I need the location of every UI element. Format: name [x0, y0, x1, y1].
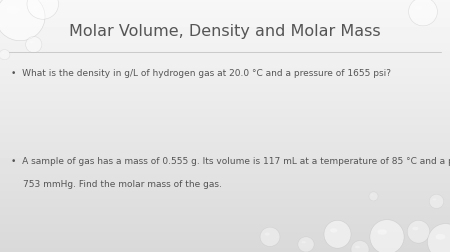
Ellipse shape: [432, 199, 436, 201]
Ellipse shape: [428, 224, 450, 252]
Ellipse shape: [1, 53, 4, 55]
Ellipse shape: [407, 220, 430, 243]
Text: •  What is the density in g/L of hydrogen gas at 20.0 °C and a pressure of 1655 : • What is the density in g/L of hydrogen…: [11, 69, 391, 78]
Ellipse shape: [298, 237, 314, 252]
Ellipse shape: [27, 0, 58, 20]
Ellipse shape: [412, 227, 418, 231]
Ellipse shape: [0, 50, 10, 60]
Ellipse shape: [355, 246, 360, 248]
Ellipse shape: [369, 192, 378, 201]
Ellipse shape: [409, 0, 437, 27]
Ellipse shape: [371, 195, 373, 196]
Ellipse shape: [330, 228, 338, 233]
Ellipse shape: [6, 7, 20, 15]
Ellipse shape: [370, 220, 404, 252]
Text: •  A sample of gas has a mass of 0.555 g. Its volume is 117 mL at a temperature : • A sample of gas has a mass of 0.555 g.…: [11, 157, 450, 166]
Text: Molar Volume, Density and Molar Mass: Molar Volume, Density and Molar Mass: [69, 24, 381, 39]
Ellipse shape: [429, 195, 444, 209]
Ellipse shape: [29, 42, 34, 44]
Ellipse shape: [265, 233, 270, 236]
Ellipse shape: [415, 6, 423, 11]
Ellipse shape: [351, 241, 369, 252]
Ellipse shape: [302, 241, 306, 243]
Ellipse shape: [378, 229, 387, 235]
Ellipse shape: [324, 220, 351, 248]
Ellipse shape: [34, 0, 43, 3]
Ellipse shape: [0, 0, 45, 42]
Ellipse shape: [436, 234, 446, 240]
Text: 753 mmHg. Find the molar mass of the gas.: 753 mmHg. Find the molar mass of the gas…: [23, 179, 222, 188]
Ellipse shape: [26, 37, 42, 53]
Ellipse shape: [260, 227, 280, 246]
